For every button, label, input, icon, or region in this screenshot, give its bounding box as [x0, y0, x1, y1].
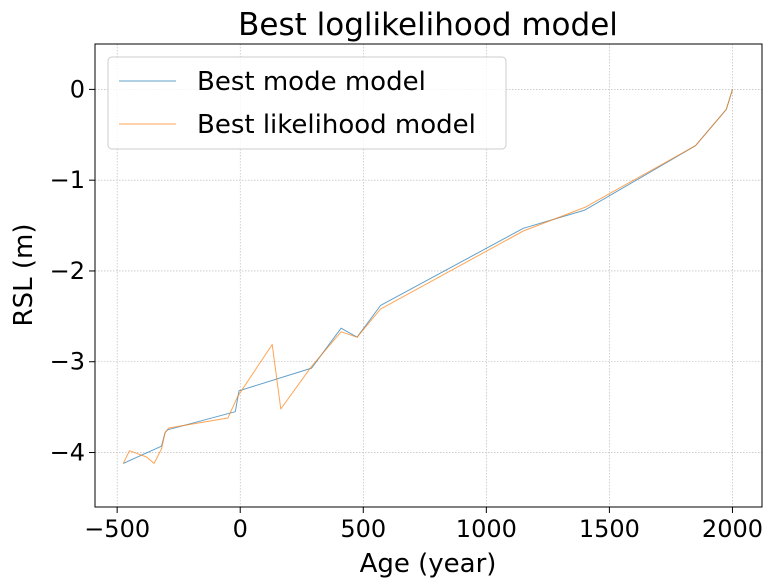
- legend-box: [107, 56, 507, 150]
- x-tick-label: 1500: [579, 515, 640, 543]
- x-tick-label: 0: [233, 515, 248, 543]
- data-series: [122, 89, 733, 464]
- y-tick-label: −3: [50, 348, 85, 376]
- y-tick-label: −1: [50, 166, 85, 194]
- chart-title: Best loglikelihood model: [238, 7, 618, 43]
- series-line-2: [122, 89, 733, 464]
- legend-label: Best likelihood model: [197, 110, 476, 140]
- y-tick-label: −2: [50, 257, 85, 285]
- y-axis-label: RSL (m): [9, 224, 39, 327]
- legend-label: Best mode model: [197, 67, 426, 97]
- x-axis-label: Age (year): [360, 549, 497, 579]
- y-tick-label: −4: [50, 439, 85, 467]
- plot-frame: [94, 43, 763, 508]
- x-tick-label: 2000: [702, 515, 763, 543]
- y-tick-label: 0: [70, 75, 85, 103]
- legend: Best mode model Best likelihood model: [107, 56, 507, 150]
- x-axis-ticks: −500 0 500 1000 1500 2000: [84, 507, 763, 543]
- x-tick-label: 1000: [456, 515, 517, 543]
- y-axis-ticks: 0 −1 −2 −3 −4: [50, 75, 95, 467]
- x-tick-label: −500: [84, 515, 150, 543]
- x-tick-label: 500: [340, 515, 386, 543]
